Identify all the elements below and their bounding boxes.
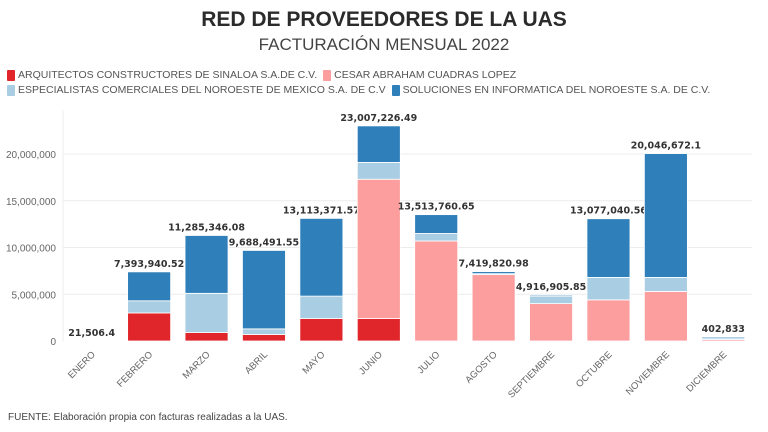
y-tick-label: 20,000,000	[6, 150, 56, 161]
total-label-abril: 9,688,491.55	[229, 237, 299, 248]
legend-item-arquitectos[interactable]: ARQUITECTOS CONSTRUCTORES DE SINALOA S.A…	[7, 68, 317, 83]
stacked-bar-chart: 0 5,000,000 10,000,000 15,000,000 20,000,000…	[6, 110, 752, 400]
bar-segment-junio-s0[interactable]	[356, 318, 401, 342]
chart-title: RED DE PROVEEDORES DE LA UAS	[201, 8, 567, 31]
bar-segment-abril-s3[interactable]	[242, 250, 286, 330]
y-tick-label: 0	[50, 337, 56, 348]
x-tick-label-agosto: AGOSTO	[463, 349, 499, 385]
bar-segment-junio-s1[interactable]	[356, 178, 401, 319]
bar-segment-enero-s2[interactable]	[69, 340, 114, 342]
bar-segment-abril-s2[interactable]	[242, 328, 286, 335]
bar-segment-mayo-s3[interactable]	[299, 217, 344, 297]
bar-segment-marzo-s2[interactable]	[184, 292, 229, 333]
bar-segment-marzo-s3[interactable]	[184, 235, 229, 294]
legend-label-especialistas: ESPECIALISTAS COMERCIALES DEL NOROESTE D…	[18, 84, 386, 96]
total-label-julio: 13,513,760.65	[398, 202, 475, 213]
legend: ARQUITECTOS CONSTRUCTORES DE SINALOA S.A…	[7, 68, 747, 98]
legend-label-soluciones: SOLUCIONES EN INFORMATICA DEL NOROESTE S…	[402, 84, 711, 96]
bar-segment-noviembre-s3[interactable]	[643, 153, 688, 278]
bar-segment-julio-s1[interactable]	[414, 240, 459, 342]
total-label-septiembre: 4,916,905.85	[516, 282, 586, 293]
x-tick-label-abril: ABRIL	[243, 349, 270, 376]
y-tick-label: 15,000,000	[6, 197, 56, 208]
bar-segment-octubre-s1[interactable]	[586, 299, 631, 342]
x-tick-label-julio: JULIO	[416, 349, 443, 376]
bar-segment-septiembre-s2[interactable]	[529, 295, 573, 304]
total-label-febrero: 7,393,940.52	[114, 259, 184, 270]
x-tick-label-septiembre: SEPTIEMBRE	[506, 349, 557, 400]
bar-segment-noviembre-s1[interactable]	[643, 291, 688, 342]
x-tick-label-diciembre: DICIEMBRE	[684, 349, 729, 394]
legend-swatch-cesar	[323, 70, 332, 81]
bar-segment-julio-s3[interactable]	[414, 214, 459, 234]
legend-item-especialistas[interactable]: ESPECIALISTAS COMERCIALES DEL NOROESTE D…	[7, 83, 386, 98]
bar-segment-junio-s3[interactable]	[356, 125, 401, 163]
chart-subtitle: FACTURACIÓN MENSUAL 2022	[258, 35, 510, 54]
legend-row-2: ESPECIALISTAS COMERCIALES DEL NOROESTE D…	[7, 83, 747, 98]
bar-segment-octubre-s3[interactable]	[586, 218, 631, 278]
bar-segment-mayo-s2[interactable]	[299, 295, 344, 319]
bar-segment-julio-s2[interactable]	[414, 233, 459, 242]
total-label-noviembre: 20,046,672.1	[631, 141, 701, 152]
x-tick-label-marzo: MARZO	[181, 349, 213, 381]
bar-segment-junio-s2[interactable]	[356, 162, 401, 180]
x-tick-label-enero: ENERO	[66, 349, 98, 381]
x-tick-label-octubre: OCTUBRE	[574, 349, 615, 390]
legend-row-1: ARQUITECTOS CONSTRUCTORES DE SINALOA S.A…	[7, 68, 747, 83]
bar-segment-febrero-s2[interactable]	[127, 300, 172, 314]
total-label-junio: 23,007,226.49	[340, 113, 417, 124]
bar-segment-agosto-s1[interactable]	[471, 274, 516, 342]
bar-segment-abril-s0[interactable]	[242, 334, 286, 342]
total-label-agosto: 7,419,820.98	[458, 259, 529, 270]
y-tick-label: 10,000,000	[6, 244, 56, 255]
legend-item-soluciones[interactable]: SOLUCIONES EN INFORMATICA DEL NOROESTE S…	[391, 83, 711, 98]
bar-segment-septiembre-s3[interactable]	[529, 294, 573, 297]
total-label-diciembre: 402,833	[702, 324, 745, 335]
legend-swatch-soluciones	[391, 85, 400, 96]
legend-item-cesar[interactable]: CESAR ABRAHAM CUADRAS LOPEZ	[323, 68, 516, 83]
total-label-enero: 21,506.4	[68, 328, 115, 339]
y-tick-label: 5,000,000	[12, 290, 57, 301]
source-note: FUENTE: Elaboración propia con facturas …	[8, 412, 288, 423]
bar-segment-febrero-s0[interactable]	[127, 312, 172, 342]
bar-segment-febrero-s3[interactable]	[127, 271, 172, 302]
legend-swatch-arquitectos	[7, 70, 15, 81]
bar-segment-agosto-s3[interactable]	[471, 271, 516, 275]
total-label-mayo: 13,113,371.57	[283, 205, 360, 216]
legend-label-cesar: CESAR ABRAHAM CUADRAS LOPEZ	[334, 69, 517, 81]
bar-segment-mayo-s0[interactable]	[299, 318, 344, 342]
total-label-octubre: 13,077,040.56	[570, 206, 647, 217]
total-label-marzo: 11,285,346.08	[168, 222, 245, 233]
bar-segment-marzo-s0[interactable]	[184, 332, 229, 342]
legend-label-arquitectos: ARQUITECTOS CONSTRUCTORES DE SINALOA S.A…	[18, 69, 318, 81]
bar-segment-octubre-s2[interactable]	[586, 277, 631, 301]
x-tick-label-mayo: MAYO	[300, 349, 327, 376]
bar-segment-diciembre-s3[interactable]	[701, 336, 746, 340]
x-tick-label-junio: JUNIO	[357, 349, 385, 377]
bar-segment-noviembre-s2[interactable]	[643, 277, 688, 292]
legend-swatch-especialistas	[7, 85, 15, 96]
x-tick-label-febrero: FEBRERO	[115, 349, 155, 389]
bar-segment-septiembre-s1[interactable]	[529, 303, 573, 342]
x-tick-label-noviembre: NOVIEMBRE	[624, 349, 672, 397]
